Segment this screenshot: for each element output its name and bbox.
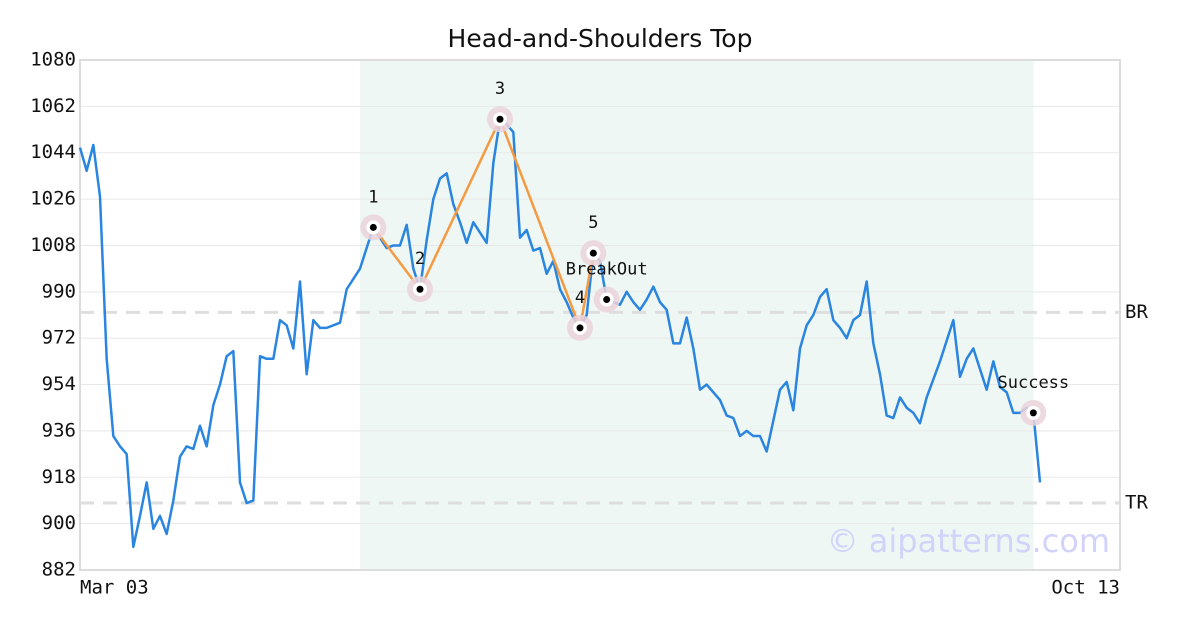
pattern-point (576, 324, 584, 332)
y-tick-label: 918 (42, 466, 76, 488)
signal-point-label: Success (998, 373, 1070, 393)
reference-label: TR (1125, 492, 1148, 514)
y-tick-label: 1008 (30, 234, 76, 256)
pattern-point-label: 5 (588, 213, 598, 233)
y-tick-label: 990 (42, 280, 76, 302)
y-tick-label: 1062 (30, 95, 76, 117)
signal-point (603, 296, 611, 304)
y-tick-label: 972 (42, 327, 76, 349)
chart-title: Head-and-Shoulders Top (448, 24, 753, 53)
y-tick-label: 936 (42, 419, 76, 441)
pattern-point (416, 285, 424, 293)
reference-label: BR (1125, 301, 1148, 323)
y-tick-label: 900 (42, 512, 76, 534)
pattern-point-label: 3 (495, 79, 505, 99)
pattern-point-label: 1 (368, 187, 378, 207)
highlight-region (360, 60, 1034, 570)
pattern-point-label: 2 (415, 249, 425, 269)
y-tick-label: 1080 (30, 49, 76, 71)
y-tick-label: 954 (42, 373, 76, 395)
signal-point (1029, 409, 1037, 417)
y-tick-label: 882 (42, 559, 76, 581)
pattern-point (369, 223, 377, 231)
plot-frame (79, 59, 1121, 571)
watermark: © aipatterns.com (827, 522, 1110, 560)
pattern-point-label: 4 (575, 288, 585, 308)
pattern-point (496, 115, 504, 123)
signal-point-label: BreakOut (566, 260, 648, 280)
x-tick-label: Oct 13 (1051, 577, 1120, 599)
price-line (78, 117, 1042, 549)
pattern-point (589, 249, 597, 257)
y-tick-label: 1044 (30, 141, 76, 163)
y-tick-label: 1026 (30, 188, 76, 210)
x-tick-label: Mar 03 (80, 577, 149, 599)
